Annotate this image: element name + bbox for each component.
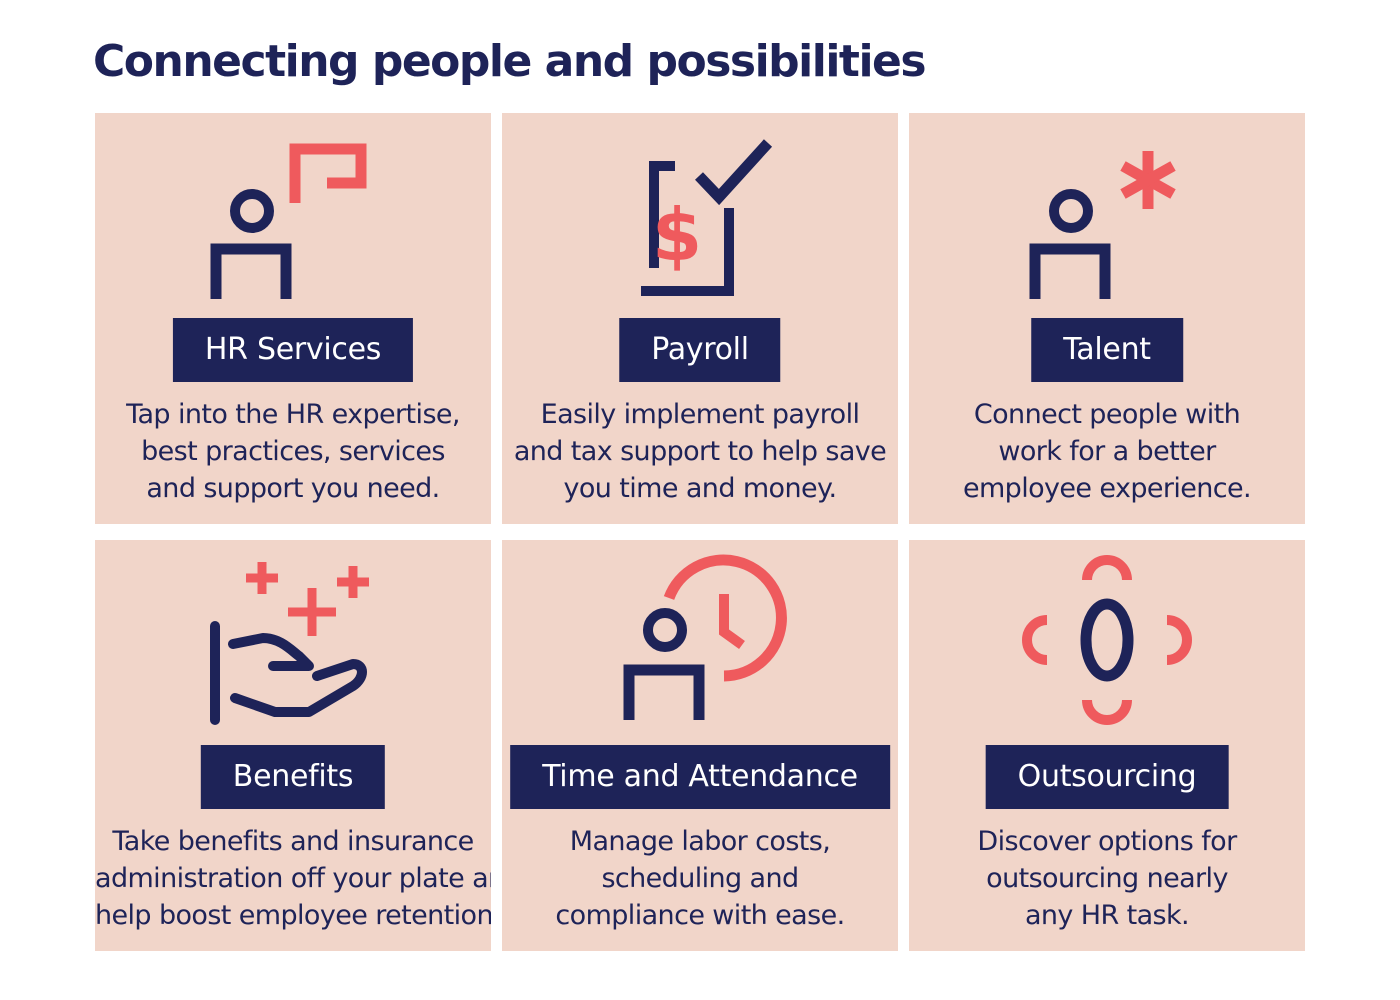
card-time-and-attendance: Time and Attendance Manage labor costs, …: [502, 540, 898, 951]
card-outsourcing: Outsourcing Discover options for outsour…: [909, 540, 1305, 951]
card-talent: Talent Connect people with work for a be…: [909, 113, 1305, 524]
card-hr-services: HR Services Tap into the HR expertise, b…: [95, 113, 491, 524]
outsourcing-cycle-icon: [1022, 555, 1192, 725]
card-description: Take benefits and insurance administrati…: [95, 826, 491, 931]
hand-plus-signs-icon: [210, 562, 369, 725]
card-description: Manage labor costs, scheduling and compl…: [555, 826, 845, 931]
card-description: Tap into the HR expertise, best practice…: [126, 399, 460, 504]
services-grid: HR Services Tap into the HR expertise, b…: [95, 113, 1306, 951]
person-speech-bubble-icon: [210, 143, 367, 299]
card-label: HR Services: [172, 318, 414, 382]
card-description: Easily implement payroll and tax support…: [513, 399, 887, 504]
card-payroll: $ Payroll Easily implement payroll and t…: [502, 113, 898, 524]
card-label: Payroll: [619, 318, 781, 382]
card-description: Connect people with work for a better em…: [962, 399, 1252, 504]
card-label: Outsourcing: [985, 745, 1229, 809]
dollar-document-check-icon: $: [641, 139, 773, 296]
card-benefits: Benefits Take benefits and insurance adm…: [95, 540, 491, 951]
card-label: Talent: [1031, 318, 1183, 382]
person-clock-icon: [623, 554, 787, 720]
card-label: Benefits: [200, 745, 386, 809]
card-label: Time and Attendance: [510, 745, 890, 809]
card-description: Discover options for outsourcing nearly …: [977, 826, 1237, 931]
page-title: Connecting people and possibilities: [93, 36, 927, 87]
person-star-icon: [1029, 151, 1176, 299]
svg-text:$: $: [652, 193, 702, 277]
